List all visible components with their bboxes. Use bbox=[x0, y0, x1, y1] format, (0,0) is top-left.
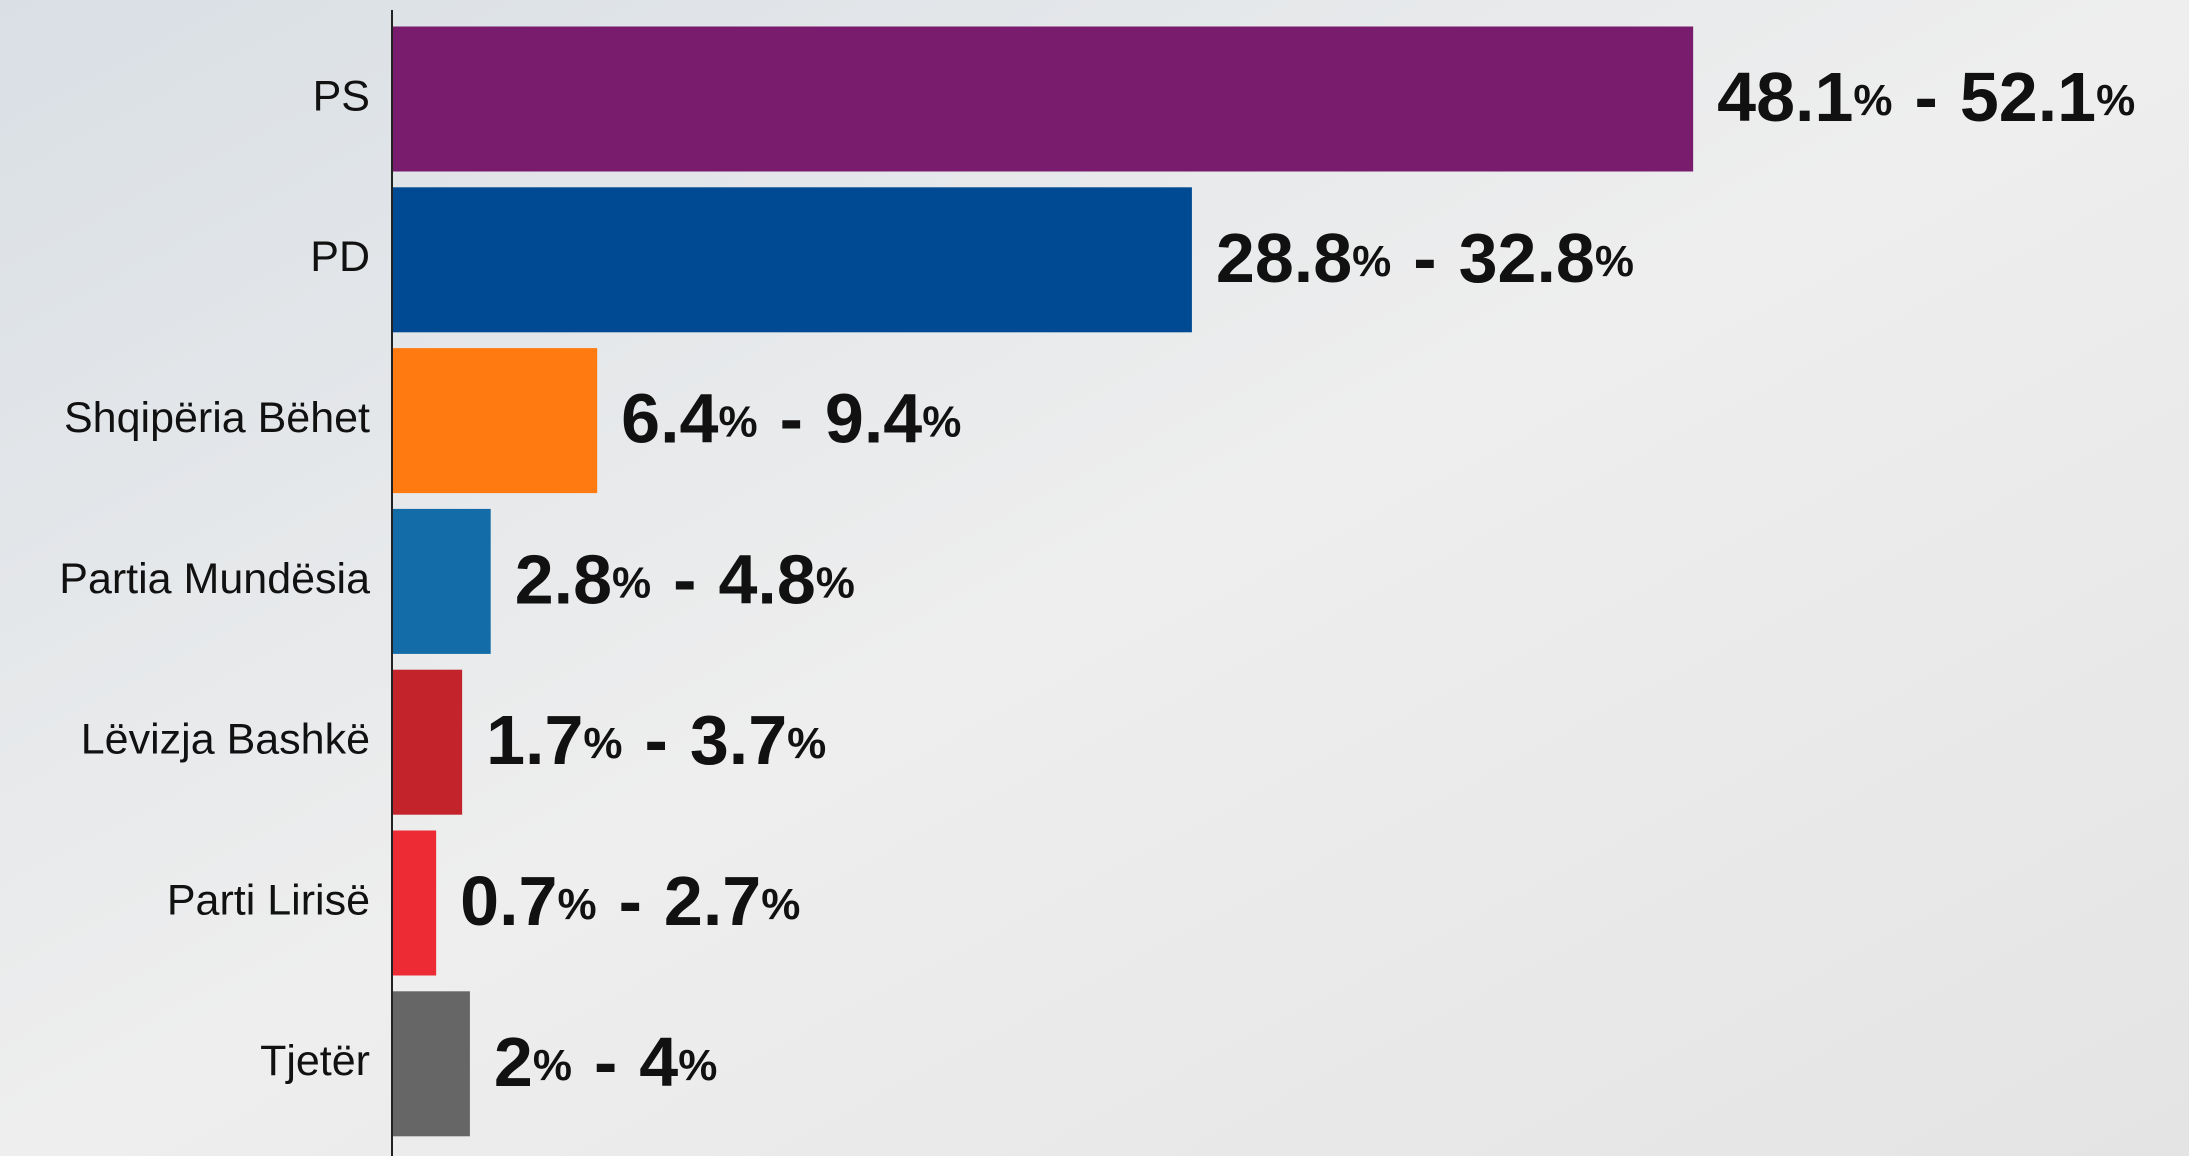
value-label: 2.8% -4.8% bbox=[515, 541, 855, 619]
separator: - bbox=[1413, 219, 1436, 297]
value-label: 32.8% bbox=[1459, 219, 1634, 297]
separator: - bbox=[645, 702, 668, 780]
value-label: 2% bbox=[494, 1023, 572, 1101]
bar bbox=[392, 991, 470, 1137]
value-label: 9.4% bbox=[825, 380, 961, 458]
value-label: 52.1% bbox=[1960, 58, 2135, 136]
bar bbox=[392, 348, 598, 494]
value-label: 2.8% bbox=[515, 541, 651, 619]
value-label: 0.7% bbox=[460, 862, 596, 940]
category-label: Lëvizja Bashkë bbox=[81, 716, 370, 764]
category-label: PD bbox=[310, 233, 370, 281]
bar bbox=[392, 830, 437, 976]
value-label: 2.7% bbox=[664, 862, 800, 940]
separator: - bbox=[780, 380, 803, 458]
value-label: 28.8% -32.8% bbox=[1216, 219, 1634, 297]
bar bbox=[392, 669, 463, 815]
value-label: 4.8% bbox=[718, 541, 854, 619]
value-label: 3.7% bbox=[690, 702, 826, 780]
category-label: PS bbox=[313, 72, 370, 120]
category-label: Tjetër bbox=[260, 1037, 370, 1085]
bar bbox=[392, 26, 1694, 172]
value-label: 6.4% bbox=[621, 380, 757, 458]
category-label: Parti Lirisë bbox=[167, 876, 370, 924]
value-label: 1.7% -3.7% bbox=[486, 702, 826, 780]
separator: - bbox=[594, 1023, 617, 1101]
value-label: 2% -4% bbox=[494, 1023, 717, 1101]
bar bbox=[392, 508, 491, 654]
value-label: 28.8% bbox=[1216, 219, 1391, 297]
plot-area: PS 48.1% -52.1%PD 28.8% -32.8%Shqipëria Bëhe… bbox=[59, 10, 2135, 1156]
value-label: 6.4% -9.4% bbox=[621, 380, 961, 458]
category-label: Partia Mundësia bbox=[59, 555, 370, 603]
value-label: 0.7% -2.7% bbox=[460, 862, 800, 940]
bar bbox=[392, 187, 1192, 333]
value-label: 4% bbox=[639, 1023, 717, 1101]
value-label: 48.1% -52.1% bbox=[1717, 58, 2135, 136]
separator: - bbox=[619, 862, 642, 940]
separator: - bbox=[673, 541, 696, 619]
separator: - bbox=[1915, 58, 1938, 136]
value-label: 48.1% bbox=[1717, 58, 1892, 136]
category-label: Shqipëria Bëhet bbox=[64, 394, 370, 442]
value-label: 1.7% bbox=[486, 702, 622, 780]
